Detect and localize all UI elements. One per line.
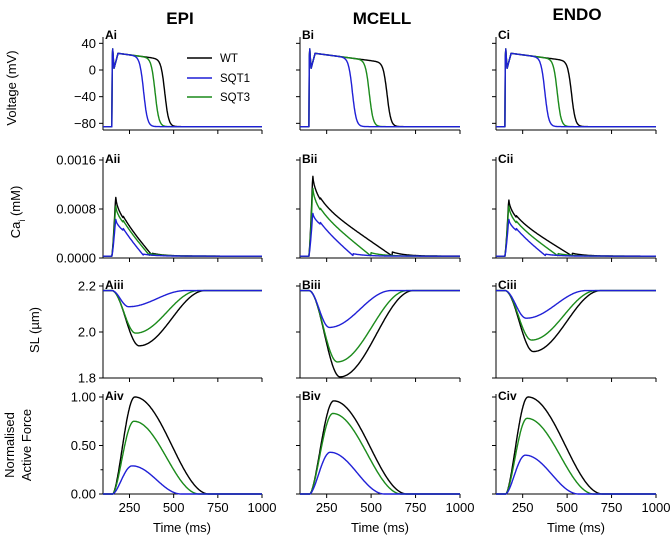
series-line-sqt1-endo-r2 [495,218,657,257]
series-line-sqt1-mcell-r3 [299,289,461,329]
x-tick-label-mcell-2: 750 [405,500,427,515]
series-line-wt-mcell-r3 [299,289,461,378]
ylabel-sarcomere-length: SL (µm) [27,307,42,353]
panel-label-ai: Ai [105,28,117,42]
series-line-sqt3-epi-r2 [102,205,263,257]
y-tick-label-epi-r2-1: 0.0008 [56,202,96,217]
column-title-epi: EPI [166,9,193,28]
panel-label-cii: Cii [498,152,513,166]
x-tick-label-mcell-1: 500 [360,500,382,515]
panel-label-civ: Civ [498,389,517,403]
x-tick-label-epi-1: 500 [163,500,185,515]
series-line-sqt3-mcell-r1 [299,48,461,128]
y-tick-label-epi-r1-2: −40 [74,89,96,104]
panel-label-biv: Biv [302,389,321,403]
x-tick-label-endo-1: 500 [556,500,578,515]
series-line-sqt1-epi-r1 [102,48,263,128]
series-line-wt-endo-r4 [495,396,657,495]
x-tick-label-epi-3: 1000 [248,500,277,515]
y-tick-label-epi-r1-1: 0 [89,63,96,78]
series-line-sqt3-mcell-r2 [299,187,461,257]
y-tick-label-epi-r1-0: 40 [82,36,96,51]
y-tick-label-epi-r4-0: 1.00 [71,390,96,405]
series-line-sqt3-endo-r3 [495,289,657,341]
x-tick-label-epi-0: 250 [119,500,141,515]
panel-label-aiv: Aiv [105,389,124,403]
column-title-mcell: MCELL [353,9,412,28]
column-title-endo: ENDO [552,5,601,24]
series-line-sqt1-epi-r3 [102,289,263,308]
panels: 40 0 −40 −80 Ai Bi Ci 0.0016 0.0008 0.0000 Aii Bii C… [56,28,670,535]
series-line-sqt3-endo-r1 [495,48,657,128]
series-line-sqt3-epi-r4 [102,420,263,495]
x-tick-label-mcell-0: 250 [316,500,338,515]
series-line-sqt1-mcell-r1 [299,48,461,128]
panel-label-aii: Aii [105,152,120,166]
y-tick-label-epi-r1-3: −80 [74,116,96,131]
series-line-sqt1-endo-r4 [495,454,657,495]
x-tick-label-epi-2: 750 [207,500,229,515]
series-line-sqt3-endo-r4 [495,417,657,495]
series-line-sqt3-epi-r1 [102,48,263,128]
panel-label-bii: Bii [302,152,317,166]
ylabel-calcium: Cai (mM) [8,186,27,239]
series-line-wt-mcell-r4 [299,400,461,495]
x-tick-label-endo-2: 750 [601,500,623,515]
panel-label-aiii: Aiii [105,278,124,292]
y-tick-label-epi-r4-1: 0.50 [71,438,96,453]
series-line-wt-epi-r1 [102,48,263,128]
legend-label-sqt1: SQT1 [220,73,250,85]
series-line-sqt3-endo-r2 [495,205,657,257]
series-line-wt-epi-r3 [102,289,263,347]
x-axis-title-endo: Time (ms) [547,520,605,535]
series-line-wt-mcell-r1 [299,48,461,128]
panel-label-biii: Biii [302,278,321,292]
x-tick-label-endo-0: 250 [512,500,534,515]
series-line-sqt1-endo-r3 [495,289,657,319]
y-tick-label-epi-r3-1: 2.0 [78,325,96,340]
legend-label-sqt3: SQT3 [220,92,250,104]
panel-label-ciii: Ciii [498,278,517,292]
y-tick-label-epi-r4-2: 0.00 [71,487,96,502]
series-line-wt-mcell-r2 [299,175,461,257]
panel-label-ci: Ci [498,28,510,42]
series-line-sqt1-epi-r4 [102,465,263,495]
y-tick-label-epi-r3-2: 1.8 [78,371,96,386]
x-tick-label-endo-3: 1000 [642,500,670,515]
series-line-wt-epi-r4 [102,396,263,495]
x-axis-title-mcell: Time (ms) [351,520,409,535]
series-line-sqt1-mcell-r2 [299,212,461,257]
panel-label-bi: Bi [302,28,314,42]
y-tick-label-epi-r2-0: 0.0016 [56,153,96,168]
ylabel-force-line1: Normalised [2,412,17,478]
legend: WT SQT1 SQT3 [187,53,250,104]
series-line-wt-endo-r1 [495,48,657,128]
legend-label-wt: WT [220,53,238,65]
series-line-wt-endo-r2 [495,199,657,257]
series-line-sqt1-mcell-r4 [299,451,461,495]
x-axis-title-epi: Time (ms) [153,520,211,535]
series-line-sqt1-epi-r2 [102,218,263,257]
series-line-sqt3-epi-r3 [102,289,263,334]
y-tick-label-epi-r2-2: 0.0000 [56,251,96,266]
series-line-sqt1-endo-r1 [495,48,657,128]
ylabel-force-line2: Active Force [19,409,34,481]
ylabel-voltage: Voltage (mV) [4,50,19,125]
y-tick-label-epi-r3-0: 2.2 [78,279,96,294]
x-tick-label-mcell-3: 1000 [446,500,475,515]
